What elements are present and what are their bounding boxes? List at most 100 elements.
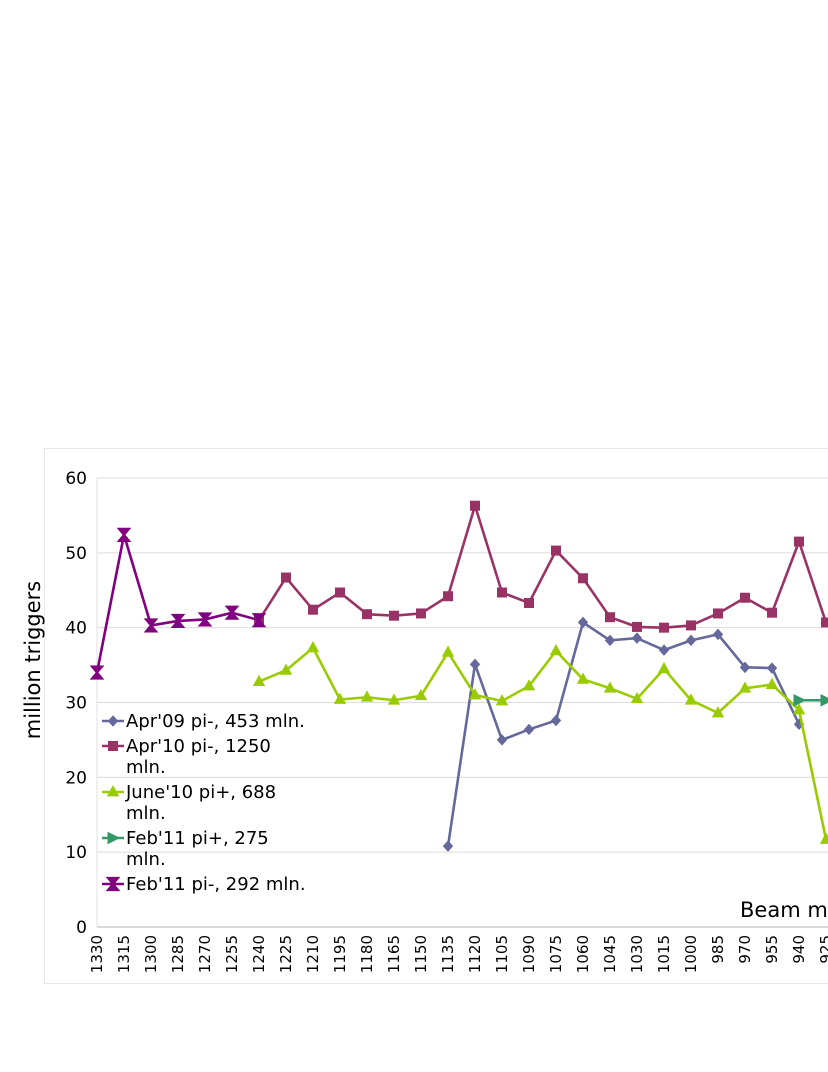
data-point [143, 618, 159, 633]
data-point [551, 545, 561, 556]
x-tick-label: 1045 [601, 935, 619, 973]
data-point [306, 641, 320, 653]
data-point [684, 693, 698, 705]
data-point [576, 672, 590, 684]
data-point [524, 597, 534, 608]
x-tick-label: 1240 [250, 935, 268, 973]
data-point [657, 661, 671, 674]
x-tick-label: 1090 [520, 935, 538, 973]
x-tick-label: 1270 [196, 935, 214, 973]
y-tick-label: 60 [65, 469, 87, 489]
y-tick-label: 50 [65, 544, 87, 564]
data-point [794, 536, 804, 547]
x-tick-label: 1165 [385, 935, 403, 973]
data-point [281, 572, 291, 583]
x-tick-label: 1285 [169, 935, 187, 973]
legend-label: June'10 pi+, 688 [125, 782, 276, 803]
data-point [603, 681, 617, 693]
data-point [170, 613, 186, 629]
legend-swatch-marker [107, 715, 119, 727]
series-line [257, 504, 828, 629]
data-point [251, 613, 267, 628]
x-tick-label: 985 [709, 935, 727, 964]
x-axis-title: Beam m [740, 898, 828, 922]
axes: 0 10 20 30 40 50 60 1330 1315 1300 1285 1270 1255 124… [65, 469, 828, 973]
data-point [631, 632, 643, 644]
legend-swatch-marker [108, 741, 118, 751]
y-tick-label: 10 [65, 843, 87, 863]
series-line [95, 533, 260, 673]
data-point [578, 573, 588, 584]
x-tick-label: 1255 [223, 935, 241, 973]
data-point [335, 587, 345, 598]
data-point [793, 693, 807, 707]
data-point [496, 734, 508, 746]
data-point [686, 620, 696, 631]
x-tick-label: 1210 [304, 935, 322, 973]
legend-label: mln. [126, 757, 166, 778]
data-point [252, 674, 266, 686]
data-point [630, 691, 644, 704]
series-3 [252, 641, 828, 844]
x-tick-label: 970 [736, 935, 754, 964]
data-point [765, 677, 779, 689]
data-point [711, 706, 725, 718]
data-point [713, 608, 723, 619]
series-1 [442, 616, 805, 852]
data-point [685, 634, 697, 647]
data-point [522, 679, 536, 691]
data-point [224, 605, 240, 620]
legend-swatch-marker [105, 876, 121, 892]
legend: Apr'09 pi-, 453 mln. Apr'10 pi-, 1250mln.… [102, 711, 306, 895]
legend-label: Feb'11 pi-, 292 mln. [126, 874, 306, 895]
data-point [197, 612, 213, 627]
x-tick-label: 1300 [142, 935, 160, 973]
data-point [577, 616, 589, 629]
data-point [360, 690, 374, 702]
series-layer [89, 500, 828, 852]
data-point [443, 591, 453, 602]
x-tick-label: 1315 [115, 935, 133, 973]
data-point [497, 587, 507, 598]
data-point [362, 609, 372, 620]
y-axis-title: million triggers [21, 581, 45, 739]
series-line [446, 621, 801, 847]
data-point [333, 692, 347, 704]
data-point [659, 622, 669, 633]
x-tick-label: 1060 [574, 935, 592, 973]
x-tick-label: 1075 [547, 935, 565, 973]
data-point [442, 840, 454, 852]
data-point [470, 500, 480, 511]
x-tick-label: 1030 [628, 935, 646, 973]
x-tick-label: 1150 [412, 935, 430, 973]
x-tick-label: 1225 [277, 935, 295, 973]
series-5 [89, 527, 267, 680]
x-tick-label: 1195 [331, 935, 349, 973]
x-tick-label: 1120 [466, 935, 484, 973]
data-point [820, 693, 828, 707]
legend-label: mln. [126, 803, 166, 824]
data-point [604, 634, 616, 647]
series-line [258, 646, 828, 840]
data-point [389, 610, 399, 621]
x-tick-label: 1330 [88, 935, 106, 973]
y-tick-label: 40 [65, 619, 87, 639]
legend-entry-5: Feb'11 pi-, 292 mln. [102, 874, 306, 895]
data-point [821, 617, 828, 628]
data-point [414, 688, 428, 701]
y-tick-label: 30 [65, 694, 87, 714]
x-tick-label: 1180 [358, 935, 376, 973]
x-tick-label: 940 [790, 935, 808, 964]
data-point [89, 665, 105, 680]
y-tick-label: 20 [65, 768, 87, 788]
data-point [819, 832, 828, 844]
data-point [739, 661, 751, 674]
legend-swatch-marker [106, 785, 120, 797]
legend-label: Apr'09 pi-, 453 mln. [126, 711, 305, 732]
legend-label: mln. [126, 849, 166, 870]
legend-label: Feb'11 pi+, 275 [126, 828, 269, 849]
